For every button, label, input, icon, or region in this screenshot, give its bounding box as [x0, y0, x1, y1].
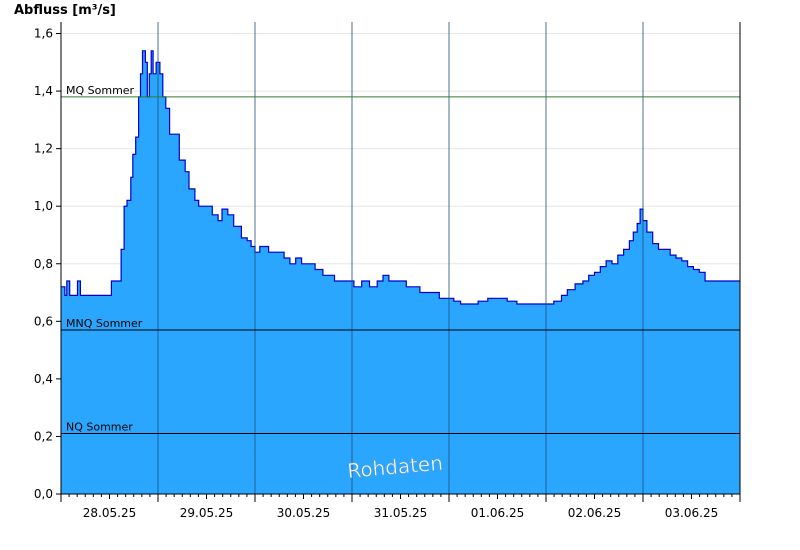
y-tick-label-0: 0,0: [34, 487, 53, 501]
x-tick-label-6: 03.06.25: [665, 506, 718, 520]
x-tick-label-4: 01.06.25: [471, 506, 524, 520]
x-tick-label-0: 28.05.25: [83, 506, 136, 520]
x-tick-label-1: 29.05.25: [180, 506, 233, 520]
y-tick-label-3: 0,6: [34, 314, 53, 328]
ref-label-0: MQ Sommer: [66, 84, 135, 97]
x-tick-label-2: 30.05.25: [277, 506, 330, 520]
x-tick-labels: 28.05.25 29.05.25 30.05.25 31.05.25 01.06.25…: [83, 506, 718, 520]
y-tick-label-4: 0,8: [34, 257, 53, 271]
discharge-area: [61, 50, 740, 495]
y-tick-label-2: 0,4: [34, 372, 53, 386]
y-tick-label-6: 1,2: [34, 142, 53, 156]
y-axis-label: Abfluss [m³/s]: [14, 3, 116, 18]
y-tick-label-1: 0,2: [34, 429, 53, 443]
day-separators: [157, 22, 644, 494]
axes: [56, 22, 741, 502]
y-tick-label-5: 1,0: [34, 199, 53, 213]
reference-lines: MQ Sommer MNQ Sommer NQ Sommer: [61, 84, 740, 435]
x-tick-label-3: 31.05.25: [374, 506, 427, 520]
y-tick-labels: 0,0 0,2 0,4 0,6 0,8 1,0 1,2 1,4 1,6: [34, 27, 53, 501]
plot-area: [61, 50, 740, 495]
y-tick-label-7: 1,4: [34, 84, 53, 98]
ref-label-1: MNQ Sommer: [66, 317, 143, 330]
x-tick-label-5: 02.06.25: [568, 506, 621, 520]
discharge-line: [61, 50, 740, 305]
y-tick-label-8: 1,6: [34, 27, 53, 41]
ref-label-2: NQ Sommer: [66, 421, 133, 434]
